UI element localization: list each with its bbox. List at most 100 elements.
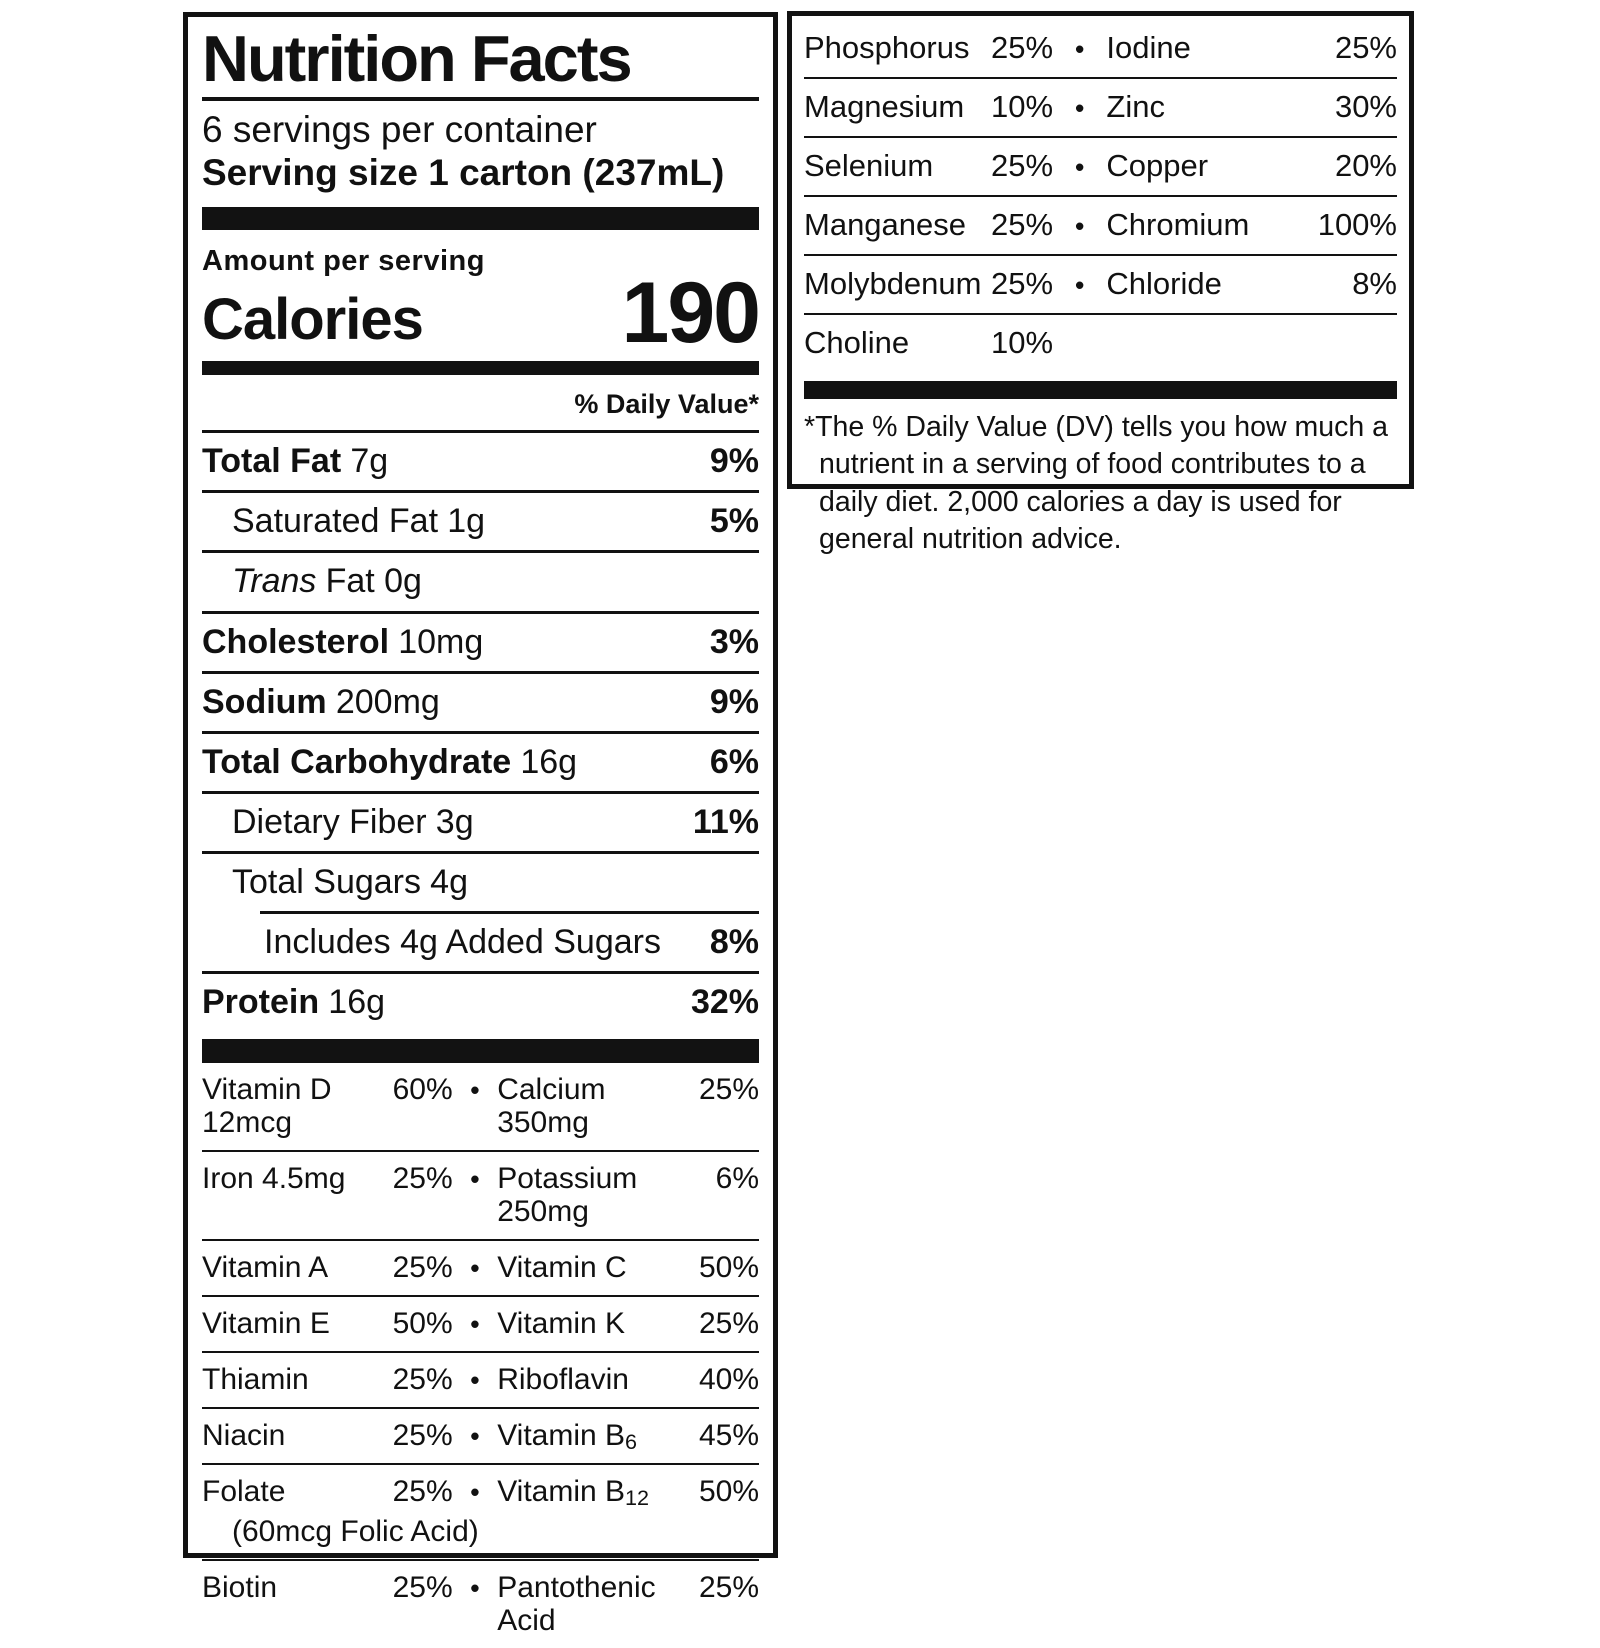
mineral-dv: 25% [1334,30,1397,65]
micronutrient-dv: 50% [698,1251,759,1285]
micronutrient-name: Riboflavin [497,1363,629,1397]
micronutrient-dv: 25% [698,1571,759,1605]
daily-value-header: % Daily Value* [574,389,759,420]
mineral-name: Choline [804,325,910,361]
nutrient-dv: 32% [690,983,759,1022]
divider-bar-thick [202,1039,759,1064]
bullet-separator-icon: • [470,1421,480,1452]
nutrient-row-protein: Protein 16g 32% [202,974,759,1031]
micronutrient-dv: 25% [392,1475,453,1509]
micronutrient-dv: 25% [392,1363,453,1397]
micronutrient-name: Vitamin A [202,1251,329,1285]
micronutrient-dv: 25% [392,1251,453,1285]
row-divider [202,790,759,794]
bullet-separator-icon: • [470,1573,480,1604]
mineral-dv: 8% [1352,266,1397,302]
mineral-dv: 10% [991,89,1054,125]
nutrient-dv: 5% [709,502,759,541]
micronutrient-name: Vitamin D 12mcg [202,1073,332,1140]
bullet-separator-icon: • [1075,34,1085,64]
bullet-separator-icon: • [1075,211,1085,242]
nutrient-dv: 6% [709,742,759,781]
row-divider [202,850,759,854]
mineral-dv: 25% [991,207,1054,243]
nutrition-facts-main-panel: Nutrition Facts 6 servings per container… [183,12,778,1637]
mineral-name: Magnesium [804,89,965,125]
row-divider [202,1351,759,1354]
micronutrient-dv: 25% [392,1419,453,1453]
bullet-separator-icon: • [1075,93,1085,124]
mineral-row-selenium-copper: Selenium 25% • Copper 20% [804,138,1397,195]
row-divider [202,1150,759,1153]
micronutrient-name: Calcium 350mg [497,1073,606,1140]
row-divider [804,313,1397,316]
nutrient-row-trans-fat: Trans Fat 0g [202,553,759,610]
micronutrient-name: Iron 4.5mg [202,1162,346,1196]
bullet-separator-icon: • [470,1309,480,1340]
nutrient-row-saturated-fat: Saturated Fat 1g 5% [202,493,759,550]
nutrient-amount: 1g [447,502,486,541]
nutrient-amount: 200mg [335,682,440,721]
micronutrient-dv: 50% [698,1475,759,1509]
row-divider [202,1463,759,1466]
micronutrient-name: Niacin [202,1419,286,1453]
mineral-row-manganese-chromium: Manganese 25% • Chromium 100% [804,197,1397,254]
row-divider [804,136,1397,139]
micronutrient-name: Vitamin C [497,1251,627,1285]
mineral-row-molybdenum-chloride: Molybdenum 25% • Chloride 8% [804,256,1397,313]
folate-folic-acid-note: (60mcg Folic Acid) [232,1515,479,1549]
servings-per-container: 6 servings per container [202,109,597,151]
mineral-dv: 30% [1334,89,1397,125]
micronutrient-name: Vitamin E [202,1307,330,1341]
mineral-dv: 25% [991,266,1054,302]
nutrient-name: Trans [232,562,317,601]
micronutrient-row-vitamin-e-k: Vitamin E 50% • Vitamin K 25% [202,1297,759,1351]
micronutrient-dv: 25% [698,1307,759,1341]
nutrient-name: Cholesterol [202,622,390,661]
micronutrient-dv: 6% [715,1162,759,1196]
micronutrient-dv: 60% [392,1073,453,1107]
nutrient-amount: 3g [435,802,474,841]
nutrient-row-sodium: Sodium 200mg 9% [202,674,759,731]
nutrition-label-image: Nutrition Facts 6 servings per container… [183,11,1414,1638]
nutrient-row-total-fat: Total Fat 7g 9% [202,433,759,490]
mineral-dv: 10% [991,325,1054,361]
row-divider [202,971,759,975]
nutrient-row-cholesterol: Cholesterol 10mg 3% [202,614,759,671]
serving-size: Serving size 1 carton (237mL) [202,151,725,193]
micronutrient-dv: 25% [698,1073,759,1107]
bullet-separator-icon: • [470,1477,480,1508]
row-divider-indented [260,910,759,914]
mineral-name: Iodine [1106,30,1191,65]
amount-per-serving-label: Amount per serving [202,245,485,278]
micronutrient-dv: 50% [392,1307,453,1341]
micronutrient-dv: 25% [392,1571,453,1605]
nutrient-dv: 9% [709,682,759,721]
nutrient-name: Total Fat [202,442,342,481]
nutrient-dv: 11% [692,802,759,841]
nutrition-facts-minerals-panel: Phosphorus 25% • Iodine 25% Magnesium 10% •… [787,11,1414,555]
mineral-dv: 25% [991,148,1054,184]
micronutrient-name: Vitamin K [497,1307,626,1341]
mineral-name: Chromium [1106,207,1250,243]
mineral-row-magnesium-zinc: Magnesium 10% • Zinc 30% [804,79,1397,136]
row-divider [804,195,1397,198]
micronutrient-name: Biotin [202,1571,278,1605]
row-divider [202,610,759,614]
nutrient-name: Total Sugars [232,862,421,901]
mineral-name: Zinc [1106,89,1165,125]
mineral-name: Copper [1106,148,1209,184]
micronutrient-dv: 45% [698,1419,759,1453]
micronutrient-row-folate-b12: Folate 25% • Vitamin B12 50% [202,1465,759,1519]
nutrient-row-added-sugars: Includes 4g Added Sugars 8% [202,914,759,971]
bullet-separator-icon: • [470,1164,480,1195]
nutrient-amount: 4g [430,862,468,901]
row-divider [804,77,1397,80]
divider-bar-thick [804,380,1397,399]
micronutrient-row-vitamin-a-c: Vitamin A 25% • Vitamin C 50% [202,1241,759,1295]
nutrient-name: Dietary Fiber [232,802,427,841]
mineral-dv: 20% [1334,148,1397,184]
bullet-separator-icon: • [470,1365,480,1396]
nutrient-name: Protein [202,983,320,1022]
row-divider [202,430,759,434]
